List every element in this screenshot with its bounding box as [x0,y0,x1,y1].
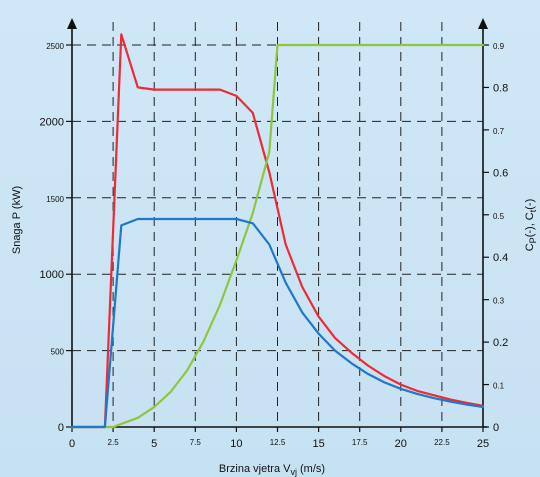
right-y-label-end: (-) [524,199,536,210]
right-y-label-sub-t: t [528,209,538,212]
right-y-tick-label-6: 0.6 [493,167,508,179]
right-y-tick-label-1: 0.1 [493,382,505,391]
right-y-tick-label-0: 0 [493,422,499,434]
series-line-1 [70,43,485,429]
x-tick-label-6: 15 [312,438,324,450]
x-tick-label-9: 22.5 [434,438,450,447]
right-y-label-mid: (-), C [524,212,536,237]
series-line-2 [70,217,485,429]
x-tick-label-7: 17.5 [352,438,368,447]
x-axis-label-unit: (m/s) [297,463,325,475]
x-tick-label-3: 7.5 [190,438,202,447]
x-axis-label-main: Brzina vjetra V [219,463,291,475]
left-y-tick-label-2: 1000 [40,269,64,281]
right-y-tick-label-7: 0.7 [493,127,505,136]
left-y-tick-label-5: 2500 [46,42,64,51]
right-y-label-sub-p: P [528,237,538,243]
series-layer [70,33,485,429]
ticks: 0 2.5 5 7.5 10 12.5 15 17.5 20 22.5 25 0 500 1000 1500… [40,42,509,450]
left-y-tick-label-4: 2000 [40,116,64,128]
x-axis-label-subscript: vj [290,467,297,477]
x-tick-label-5: 12.5 [270,438,286,447]
left-y-tick-label-0: 0 [58,422,64,434]
left-y-tick-label-3: 1500 [46,195,64,204]
right-y-tick-label-3: 0.3 [493,297,505,306]
x-tick-label-1: 2.5 [108,438,120,447]
x-tick-label-8: 20 [395,438,407,450]
left-axis-arrow-icon [67,18,77,29]
right-y-tick-label-5: 0.5 [493,212,505,221]
left-y-axis-label: Snaga P (kW) [11,186,23,254]
right-y-tick-label-9: 0.9 [493,42,505,51]
x-tick-label-10: 25 [477,438,489,450]
x-tick-label-2: 5 [151,438,157,450]
x-tick-label-0: 0 [69,438,75,450]
x-axis-label: Brzina vjetra Vvj (m/s) [219,463,325,477]
right-y-tick-label-8: 0.8 [493,82,508,94]
grid [72,22,483,427]
right-y-axis-label: CP(-), Ct(-) [524,199,538,252]
x-tick-label-4: 10 [230,438,242,450]
right-y-tick-label-4: 0.4 [493,252,508,264]
right-y-label-c1: C [524,243,536,251]
right-axis-arrow-icon [478,18,488,29]
right-y-tick-label-2: 0.2 [493,337,508,349]
left-y-tick-label-1: 500 [51,348,65,357]
series-line-0 [70,33,485,429]
